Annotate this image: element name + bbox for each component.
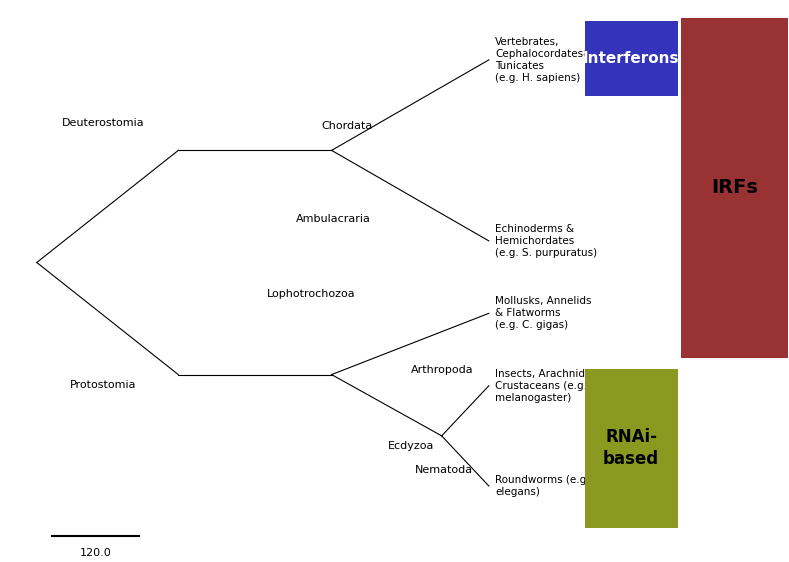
Text: Deuterostomia: Deuterostomia <box>62 118 145 128</box>
Text: Ambulacraria: Ambulacraria <box>296 214 371 224</box>
Text: Lophotrochozoa: Lophotrochozoa <box>267 289 355 300</box>
Text: 120.0: 120.0 <box>80 549 111 559</box>
Text: IRFs: IRFs <box>711 179 758 197</box>
Text: Echinoderms &
Hemichordates
(e.g. S. purpuratus): Echinoderms & Hemichordates (e.g. S. pur… <box>495 224 597 258</box>
Text: Nematoda: Nematoda <box>415 465 473 475</box>
Text: Arthropoda: Arthropoda <box>410 365 473 375</box>
Text: Chordata: Chordata <box>322 121 373 131</box>
Bar <box>682 18 787 358</box>
Bar <box>585 21 678 96</box>
Text: Roundworms (e.g. C.
elegans): Roundworms (e.g. C. elegans) <box>495 475 604 497</box>
Text: Vertebrates,
Cephalocordates&
Tunicates
(e.g. H. sapiens): Vertebrates, Cephalocordates& Tunicates … <box>495 37 592 83</box>
Text: RNAi-
based: RNAi- based <box>603 428 660 469</box>
Text: Interferons: Interferons <box>583 51 679 66</box>
Text: Ecdyzoa: Ecdyzoa <box>387 441 434 451</box>
Bar <box>585 369 678 528</box>
Text: Protostomia: Protostomia <box>70 380 136 390</box>
Text: Mollusks, Annelids
& Flatworms
(e.g. C. gigas): Mollusks, Annelids & Flatworms (e.g. C. … <box>495 296 592 330</box>
Text: Insects, Arachnids &
Crustaceans (e.g. D.
melanogaster): Insects, Arachnids & Crustaceans (e.g. D… <box>495 369 602 403</box>
